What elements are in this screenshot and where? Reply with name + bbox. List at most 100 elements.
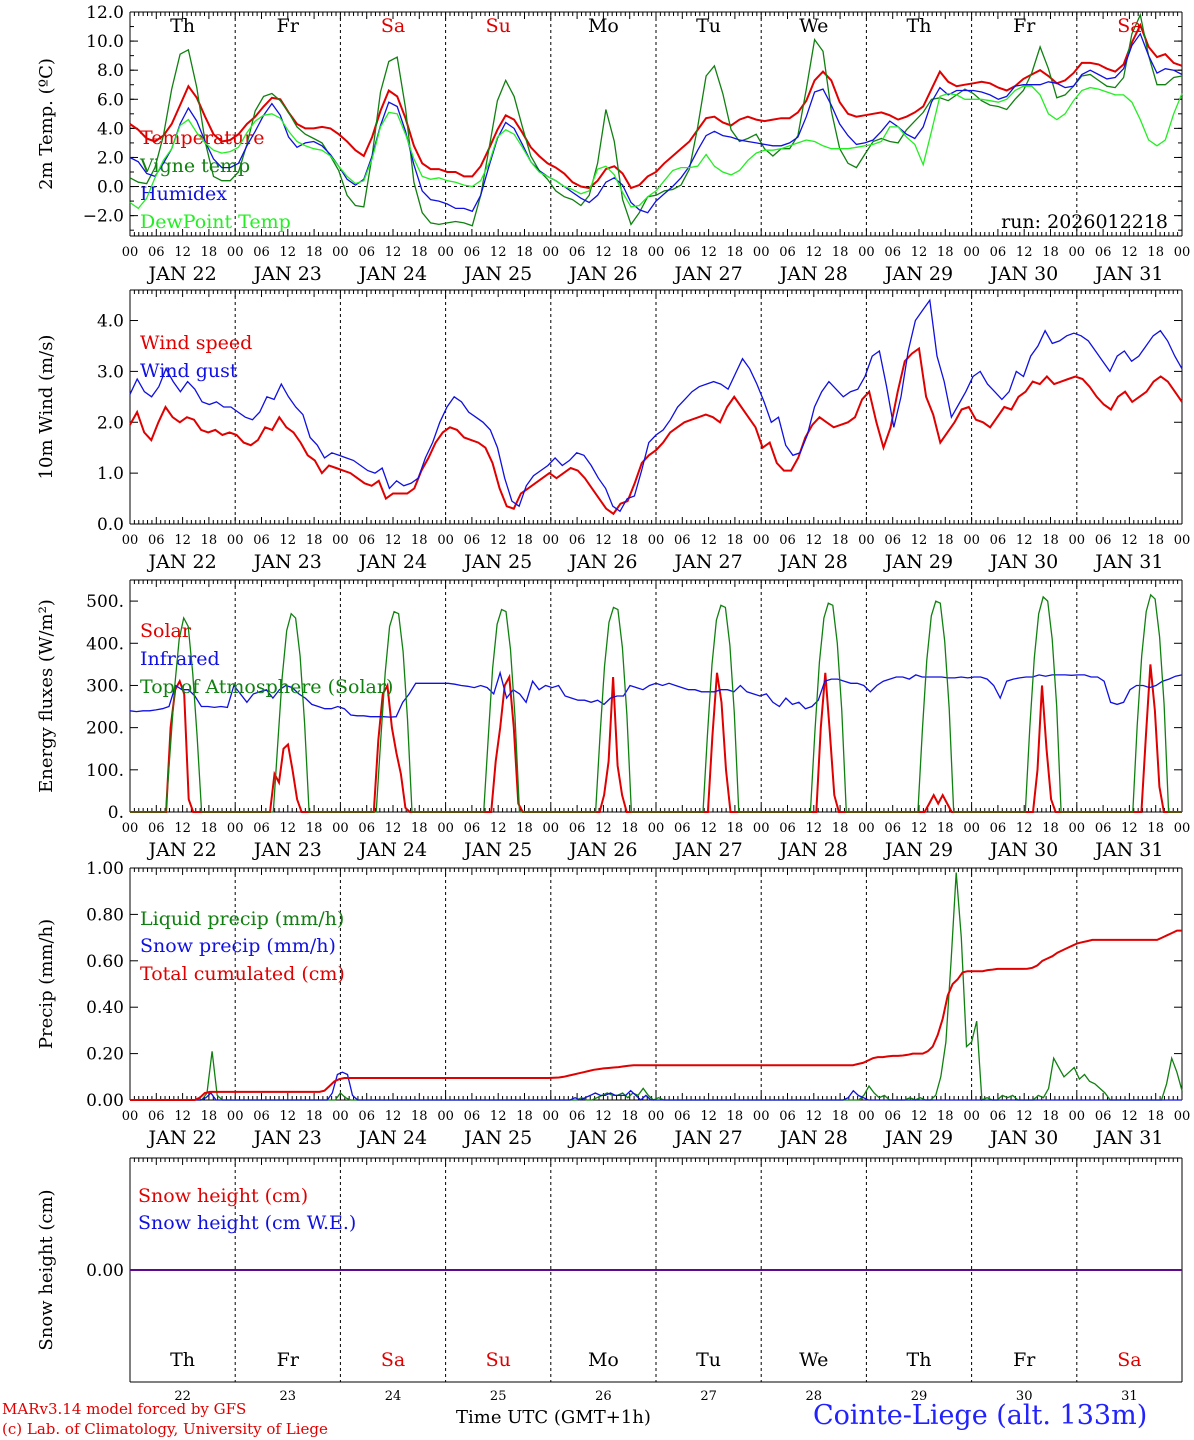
hour-tick-label: 00 [332,1109,349,1124]
hour-tick-label: 12 [385,533,402,548]
hour-tick-label: 00 [437,533,454,548]
hour-tick-label: 00 [122,533,139,548]
day-label: JAN 22 [147,1127,217,1149]
legend-dewpoint-temp: DewPoint Temp [140,211,291,233]
hour-tick-label: 18 [1042,1109,1059,1124]
lab-credit: (c) Lab. of Climatology, University of L… [2,1420,328,1438]
day-label: JAN 28 [778,551,848,573]
weekday-label-bottom: We [799,1349,828,1371]
hour-tick-label: 18 [621,245,638,260]
hour-tick-label: 12 [806,1109,823,1124]
hour-tick-label: 12 [1016,1109,1033,1124]
y-axis-label: Precip (mm/h) [36,919,57,1049]
series-line-total-cumulated-cm- [130,929,1182,1101]
y-tick-label: 6.0 [97,90,124,110]
day-number-label: 22 [174,1389,191,1404]
hour-tick-label: 12 [1121,533,1138,548]
hour-tick-label: 12 [595,245,612,260]
day-label: JAN 29 [883,551,953,573]
hour-tick-label: 12 [490,1109,507,1124]
hour-tick-label: 00 [753,821,770,836]
y-tick-label: 400. [86,634,124,654]
hour-tick-label: 00 [543,245,560,260]
hour-tick-label: 06 [884,821,901,836]
hour-tick-label: 12 [1121,821,1138,836]
hour-tick-label: 00 [1174,245,1191,260]
legend-infrared: Infrared [140,648,220,670]
hour-tick-label: 00 [753,533,770,548]
hour-tick-label: 00 [437,821,454,836]
hour-tick-label: 06 [358,245,375,260]
hour-tick-label: 18 [621,533,638,548]
hour-tick-label: 18 [621,821,638,836]
weekday-label-top: Th [907,15,932,37]
day-label: JAN 23 [252,839,322,861]
hour-tick-label: 12 [174,245,191,260]
day-label: JAN 26 [567,551,637,573]
day-label: JAN 28 [778,1127,848,1149]
hour-tick-label: 06 [779,533,796,548]
day-label: JAN 23 [252,1127,322,1149]
day-label: JAN 25 [462,551,532,573]
hour-tick-label: 12 [490,533,507,548]
y-tick-label: 0. [108,803,124,823]
hour-tick-label: 18 [516,245,533,260]
hour-tick-label: 00 [437,1109,454,1124]
day-label: JAN 29 [883,839,953,861]
hour-tick-label: 12 [700,1109,717,1124]
hour-tick-label: 06 [569,245,586,260]
y-tick-label: 0.60 [86,952,124,972]
legend-temperature: Temperature [140,127,264,149]
hour-tick-label: 18 [201,533,218,548]
hour-tick-label: 18 [832,245,849,260]
weekday-label-top: We [799,15,828,37]
legend-humidex: Humidex [140,183,227,205]
hour-tick-label: 12 [385,821,402,836]
hour-tick-label: 06 [674,821,691,836]
hour-tick-label: 12 [806,821,823,836]
hour-tick-label: 18 [832,1109,849,1124]
hour-tick-label: 06 [569,1109,586,1124]
hour-tick-label: 18 [1147,533,1164,548]
day-label: JAN 27 [673,839,743,861]
hour-tick-label: 18 [1147,245,1164,260]
legend-snow-precip-mm-h-: Snow precip (mm/h) [140,935,336,957]
weekday-label-bottom: Fr [277,1349,300,1371]
hour-tick-label: 12 [280,821,297,836]
hour-tick-label: 18 [1042,533,1059,548]
hour-tick-label: 06 [884,1109,901,1124]
y-tick-label: 0.20 [86,1045,124,1065]
hour-tick-label: 06 [779,245,796,260]
hour-tick-label: 12 [280,1109,297,1124]
hour-tick-label: 06 [464,245,481,260]
day-number-label: 25 [490,1389,507,1404]
hour-tick-label: 00 [437,245,454,260]
hour-tick-label: 12 [806,245,823,260]
day-label: JAN 24 [357,551,427,573]
hour-tick-label: 00 [858,245,875,260]
hour-tick-label: 06 [674,1109,691,1124]
hour-tick-label: 12 [700,821,717,836]
day-number-label: 28 [806,1389,823,1404]
hour-tick-label: 18 [1147,1109,1164,1124]
series-line-dewpoint-temp [129,85,1183,210]
legend-wind-gust: Wind gust [140,360,238,382]
day-label: JAN 23 [252,551,322,573]
hour-tick-label: 06 [1095,821,1112,836]
y-tick-label: 0.0 [97,515,124,535]
y-axis-label: Snow height (cm) [36,1189,57,1350]
hour-tick-label: 00 [122,1109,139,1124]
hour-tick-label: 18 [411,533,428,548]
hour-tick-label: 12 [174,1109,191,1124]
hour-tick-label: 00 [1174,821,1191,836]
day-label: JAN 25 [462,839,532,861]
hour-tick-label: 06 [464,533,481,548]
hour-tick-label: 12 [911,821,928,836]
hour-tick-label: 06 [674,533,691,548]
hour-tick-label: 00 [227,533,244,548]
day-label: JAN 22 [147,839,217,861]
weekday-label-top: Sa [1117,15,1141,37]
legend-solar: Solar [140,620,192,642]
hour-tick-label: 12 [1121,1109,1138,1124]
